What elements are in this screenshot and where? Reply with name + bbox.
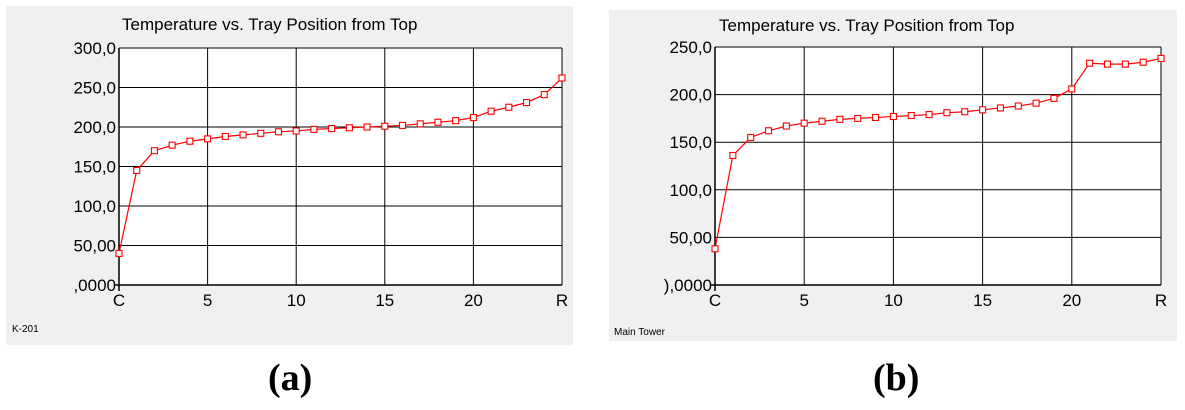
data-point-marker <box>488 108 494 114</box>
data-point-marker <box>329 126 335 132</box>
data-point-marker <box>1122 61 1128 67</box>
y-tick-label: ,0000 <box>73 276 116 295</box>
data-point-marker <box>766 128 772 134</box>
x-tick-label: C <box>113 291 125 310</box>
x-tick-label: 10 <box>884 291 903 310</box>
y-tick-label: 50,00 <box>669 228 712 247</box>
x-tick-label: R <box>1155 291 1167 310</box>
data-point-marker <box>258 130 264 136</box>
data-point-marker <box>962 109 968 115</box>
chart-b-plot: ),0000 50,00 100,0 150,0 200,0 250,0 C 5 10 15 20 R <box>609 10 1177 341</box>
data-point-marker <box>1087 60 1093 66</box>
data-point-marker <box>1104 61 1110 67</box>
y-tick-label: 250,0 <box>669 38 712 57</box>
data-point-marker <box>134 167 140 173</box>
data-point-marker <box>559 75 565 81</box>
y-tick-label: 200,0 <box>669 86 712 105</box>
data-point-marker <box>997 105 1003 111</box>
y-tick-label: 100,0 <box>73 197 116 216</box>
data-point-marker <box>275 129 281 135</box>
x-tick-label: 15 <box>375 291 394 310</box>
data-point-marker <box>837 116 843 122</box>
figure-caption-a: (a) <box>268 356 312 400</box>
data-point-marker <box>116 250 122 256</box>
data-point-marker <box>506 104 512 110</box>
data-point-marker <box>801 120 807 126</box>
data-point-marker <box>364 124 370 130</box>
data-point-marker <box>205 136 211 142</box>
data-point-marker <box>169 142 175 148</box>
data-point-marker <box>453 118 459 124</box>
x-tick-label: C <box>709 291 721 310</box>
x-tick-label: 10 <box>287 291 306 310</box>
data-point-marker <box>730 153 736 159</box>
data-point-marker <box>382 123 388 129</box>
data-point-marker <box>855 115 861 121</box>
data-point-marker <box>980 107 986 113</box>
data-point-marker <box>748 134 754 140</box>
x-tick-label: 20 <box>1062 291 1081 310</box>
data-point-marker <box>435 119 441 125</box>
x-tick-label: 5 <box>203 291 212 310</box>
data-point-marker <box>417 121 423 127</box>
data-point-marker <box>311 126 317 132</box>
y-tick-label: 150,0 <box>669 133 712 152</box>
chart-panel-a: Temperature vs. Tray Position from Top ,… <box>6 6 573 345</box>
plot-area <box>715 47 1161 285</box>
data-point-marker <box>541 92 547 98</box>
chart-footnote: K-201 <box>12 324 39 335</box>
data-point-marker <box>1015 103 1021 109</box>
y-tick-label: 150,0 <box>73 158 116 177</box>
y-tick-label: 100,0 <box>669 181 712 200</box>
y-tick-label: 250,0 <box>73 79 116 98</box>
data-point-marker <box>222 133 228 139</box>
data-point-marker <box>926 112 932 118</box>
data-point-marker <box>944 110 950 116</box>
x-tick-label: 20 <box>464 291 483 310</box>
chart-panel-b: Temperature vs. Tray Position from Top )… <box>609 10 1177 341</box>
data-point-marker <box>240 132 246 138</box>
data-point-marker <box>908 113 914 119</box>
y-tick-label: 200,0 <box>73 118 116 137</box>
data-point-marker <box>1158 55 1164 61</box>
data-point-marker <box>890 113 896 119</box>
data-point-marker <box>783 123 789 129</box>
y-tick-label: 50,00 <box>73 237 116 256</box>
x-tick-label: 15 <box>973 291 992 310</box>
data-point-marker <box>819 118 825 124</box>
data-point-marker <box>1051 95 1057 101</box>
data-point-marker <box>1140 59 1146 65</box>
figure-caption-b: (b) <box>873 356 919 400</box>
y-tick-label: 300,0 <box>73 39 116 58</box>
data-point-marker <box>524 100 530 106</box>
data-point-marker <box>873 114 879 120</box>
y-tick-label: ),0000 <box>664 276 712 295</box>
data-point-marker <box>1069 86 1075 92</box>
x-tick-label: R <box>556 291 568 310</box>
chart-footnote: Main Tower <box>614 327 665 338</box>
x-tick-label: 5 <box>799 291 808 310</box>
data-point-marker <box>1033 100 1039 106</box>
data-point-marker <box>346 125 352 131</box>
data-point-marker <box>293 128 299 134</box>
data-point-marker <box>470 115 476 121</box>
data-point-marker <box>712 246 718 252</box>
data-point-marker <box>400 122 406 128</box>
data-point-marker <box>151 148 157 154</box>
data-point-marker <box>187 138 193 144</box>
chart-a-plot: ,0000 50,00 100,0 150,0 200,0 250,0 300,0 C 5 10 1… <box>6 6 573 345</box>
